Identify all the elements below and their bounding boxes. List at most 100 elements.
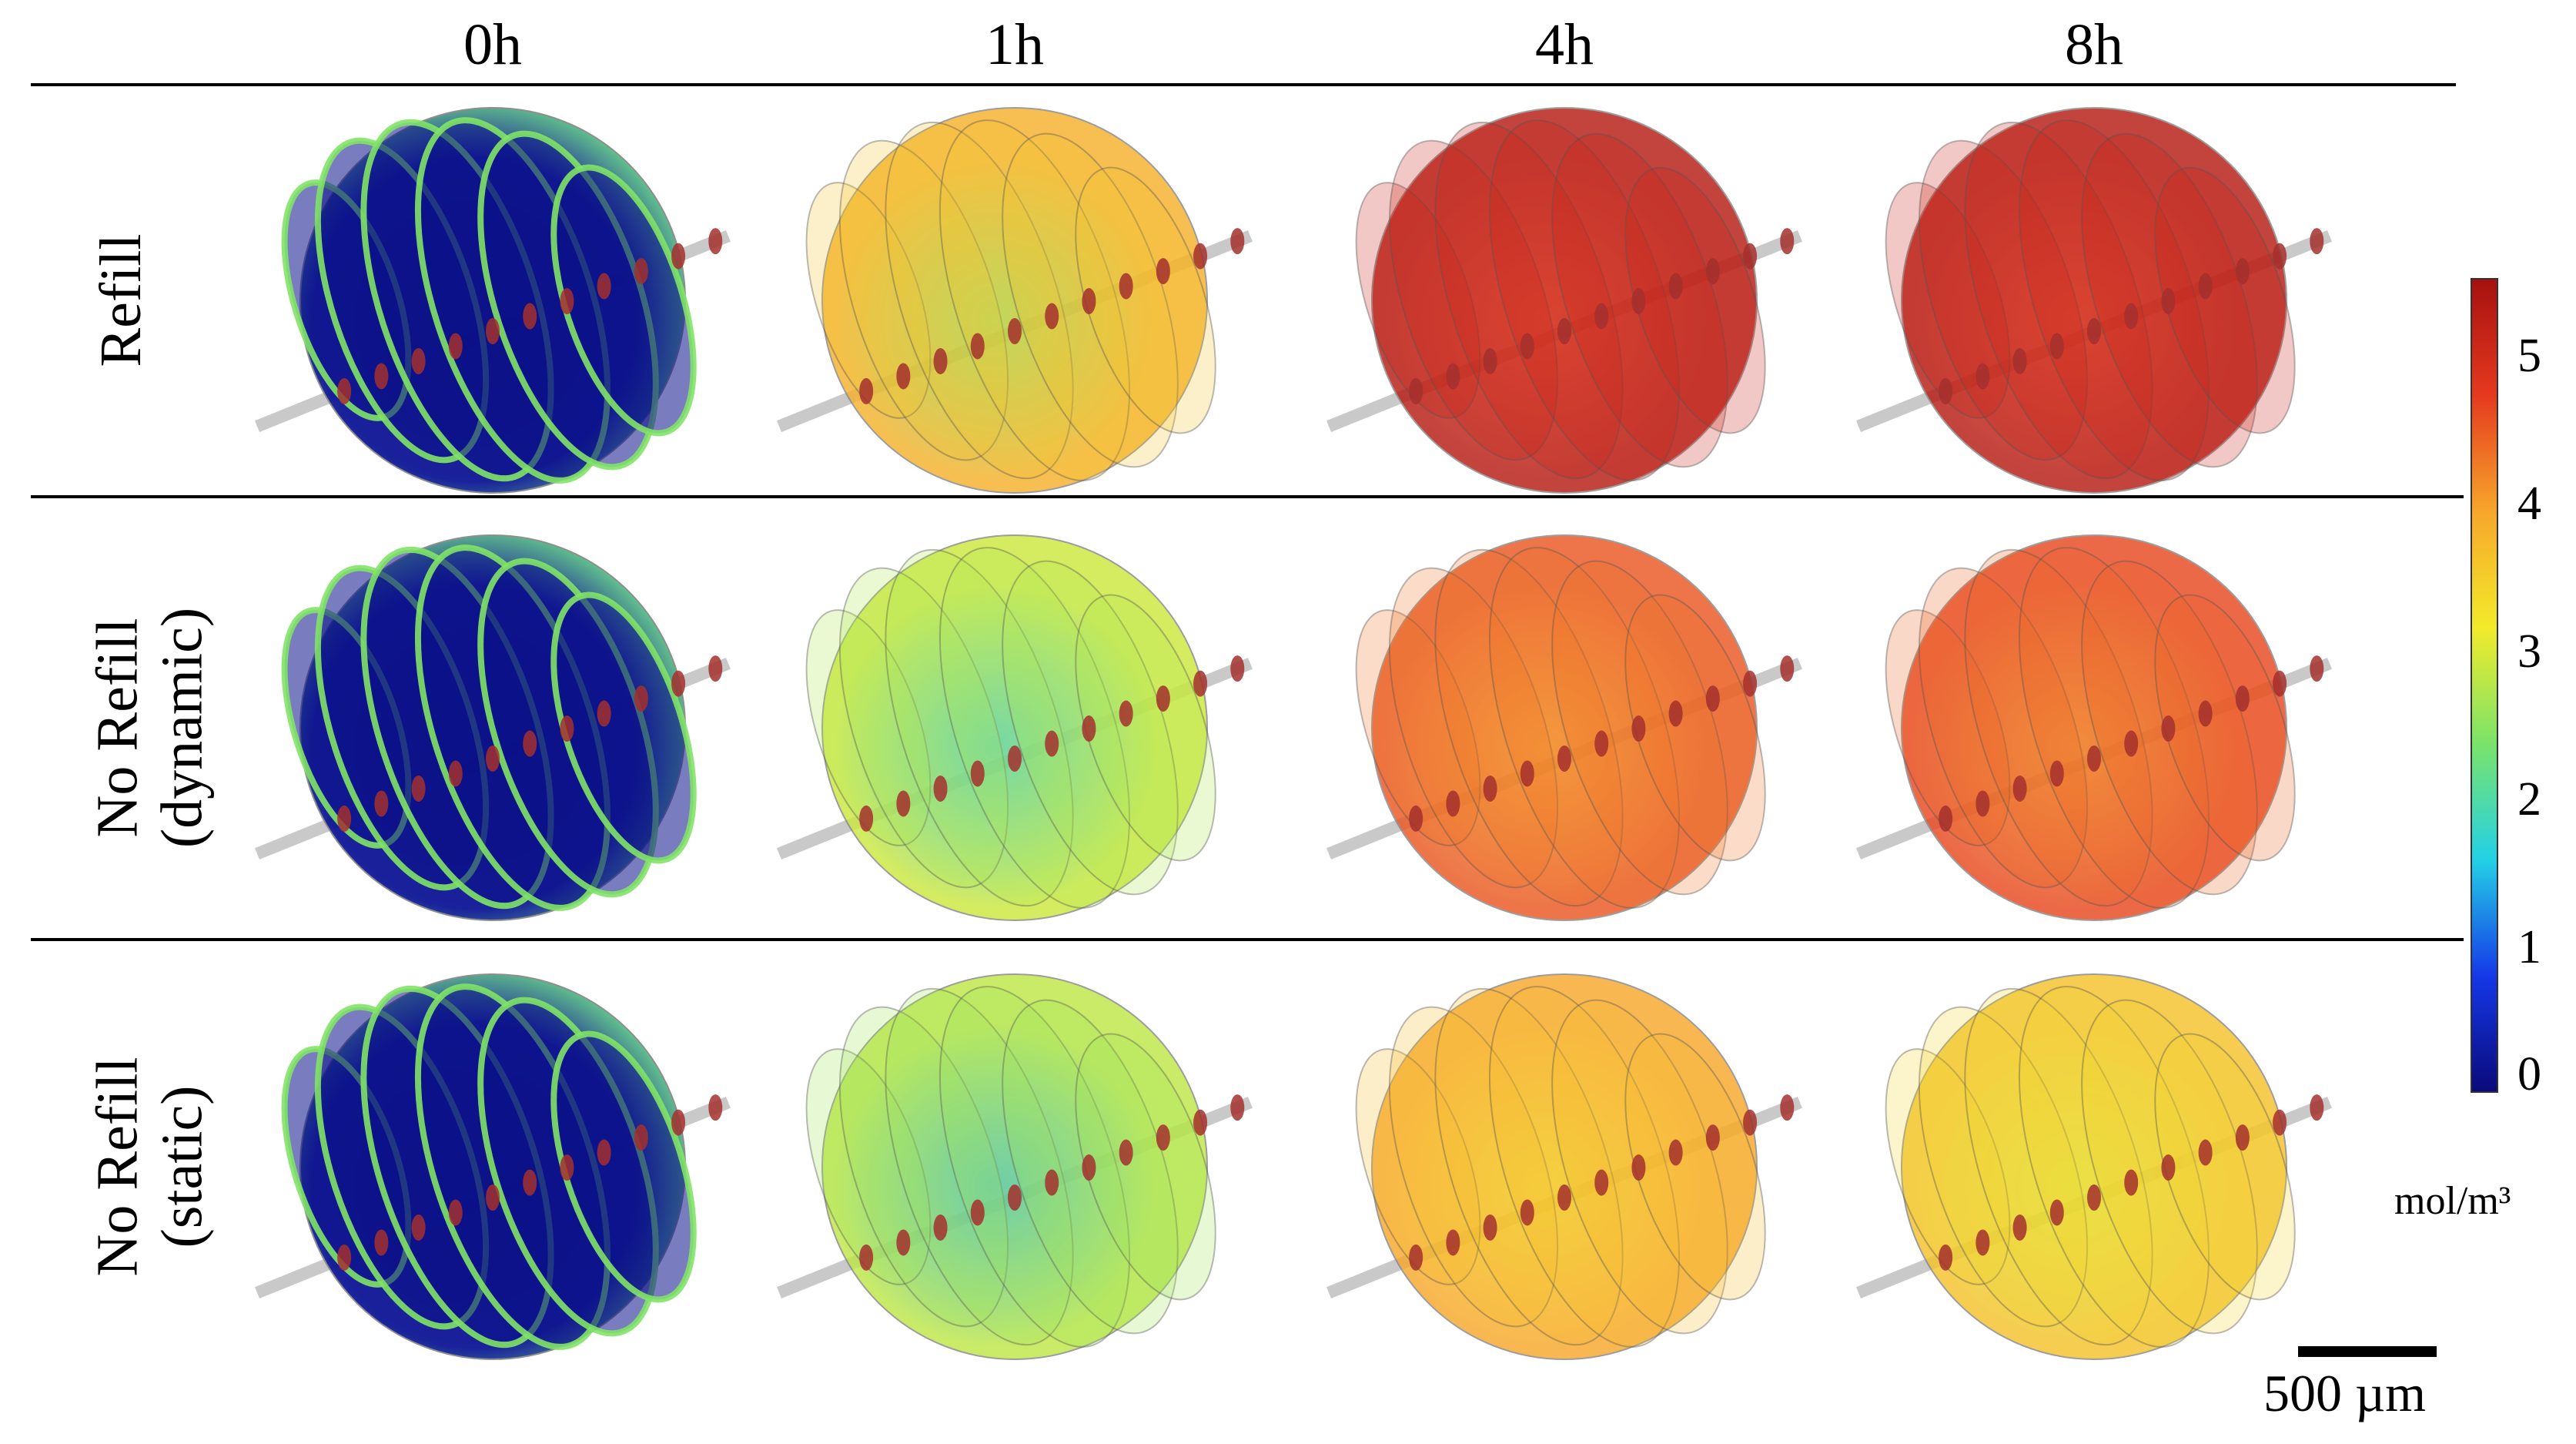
- needle-marker: [671, 1109, 686, 1136]
- slice-ring: [1075, 594, 1216, 862]
- sphere-refill-8h: [1856, 107, 2332, 494]
- needle-marker: [2087, 318, 2101, 344]
- needle-marker: [523, 1169, 537, 1196]
- slice-ring: [838, 139, 1009, 461]
- slice-ring: [2154, 594, 2296, 862]
- needle-marker: [486, 745, 500, 772]
- needle-marker: [1082, 1154, 1096, 1181]
- needle-marker: [1780, 228, 1795, 255]
- needle-marker: [2124, 1169, 2139, 1196]
- needle-marker: [337, 1244, 352, 1271]
- slice-ring: [838, 567, 1009, 889]
- sphere-body: [1371, 107, 1758, 494]
- needle-marker: [2161, 1154, 2176, 1181]
- needle-marker: [708, 228, 723, 255]
- sphere-static-0h: [255, 973, 731, 1360]
- needle-marker: [448, 333, 463, 360]
- needle-marker: [1193, 1109, 1208, 1136]
- needle-marker: [411, 347, 426, 374]
- needle-marker: [933, 1214, 948, 1241]
- needle-marker: [1008, 1184, 1022, 1211]
- slice-ring: [885, 548, 1074, 907]
- needle-marker: [2012, 347, 2027, 374]
- slice-ring: [1388, 139, 1559, 461]
- column-label-4h: 4h: [1535, 12, 1594, 77]
- needle-marker: [337, 805, 352, 832]
- scale-bar: [2298, 1346, 2437, 1357]
- needle-marker: [1939, 1244, 1953, 1271]
- needle-marker: [1705, 685, 1720, 712]
- needle-marker: [859, 377, 874, 404]
- row-label-static: No Refill (static): [85, 1057, 214, 1277]
- needle-marker: [1557, 1184, 1571, 1211]
- needle-marker: [523, 303, 537, 330]
- colorbar-unit: mol/m³: [2394, 1179, 2511, 1223]
- needle-marker: [1975, 1229, 1990, 1256]
- needle-marker: [1743, 670, 1758, 697]
- slice-ring: [938, 119, 1131, 481]
- needle-marker: [1520, 760, 1534, 787]
- slice-ring: [1355, 609, 1481, 846]
- needle-marker: [1409, 805, 1423, 832]
- needle-marker: [2087, 745, 2101, 772]
- needle-marker: [1230, 655, 1245, 682]
- sphere-refill-0h: [255, 107, 731, 494]
- sphere-static-4h: [1326, 973, 1802, 1360]
- needle-marker: [1668, 700, 1683, 727]
- needle-marker: [2235, 685, 2250, 712]
- sphere-refill-4h: [1326, 107, 1802, 494]
- needle-marker: [1631, 715, 1646, 742]
- needle-marker: [560, 1154, 574, 1181]
- slice-ring: [885, 987, 1074, 1346]
- needle-marker: [896, 790, 911, 817]
- needle-marker: [2161, 715, 2176, 742]
- needle-marker: [1008, 318, 1022, 344]
- slice-ring: [1488, 119, 1681, 481]
- sphere-body: [1901, 534, 2287, 921]
- slice-ring: [1624, 594, 1766, 862]
- needle-marker: [1082, 288, 1096, 315]
- needle-marker: [1705, 1124, 1720, 1151]
- needle-marker: [970, 1199, 985, 1226]
- sphere-body: [821, 534, 1208, 921]
- slice-ring: [2018, 986, 2210, 1348]
- needle-marker: [1631, 288, 1646, 315]
- needle-marker: [2235, 258, 2250, 285]
- slice-ring: [1885, 609, 2011, 846]
- needle-marker: [2087, 1184, 2101, 1211]
- needle-marker: [1668, 273, 1683, 300]
- needle-marker: [970, 333, 985, 360]
- needle-marker: [634, 258, 648, 285]
- sphere-dynamic-0h: [255, 534, 731, 921]
- needle-marker: [1008, 745, 1022, 772]
- needle-marker: [411, 775, 426, 802]
- needle-marker: [448, 1199, 463, 1226]
- colorbar-tick-5: 5: [2517, 330, 2541, 382]
- needle-marker: [560, 715, 574, 742]
- slice-ring: [2154, 1033, 2296, 1301]
- needle-marker: [1156, 685, 1170, 712]
- needle-marker: [1156, 258, 1170, 285]
- scale-bar-label: 500 µm: [2263, 1364, 2427, 1422]
- needle-marker: [1557, 745, 1571, 772]
- sphere-body: [1371, 973, 1758, 1360]
- slice-ring: [1918, 567, 2089, 889]
- needle-marker: [2310, 1094, 2324, 1121]
- slice-ring: [1918, 139, 2089, 461]
- slice-ring: [1434, 121, 1624, 480]
- slice-ring: [1488, 986, 1681, 1348]
- needle-marker: [1230, 228, 1245, 255]
- needle-marker: [2273, 670, 2287, 697]
- slice-ring: [1355, 182, 1481, 419]
- needle-marker: [1668, 1139, 1683, 1166]
- row-divider-1: [31, 495, 2464, 498]
- needle-marker: [2273, 243, 2287, 270]
- needle-marker: [1520, 1199, 1534, 1226]
- needle-marker: [1483, 775, 1497, 802]
- needle-marker: [597, 273, 611, 300]
- row-divider-2: [31, 938, 2464, 941]
- sphere-static-1h: [777, 973, 1253, 1360]
- needle-marker: [1045, 1169, 1059, 1196]
- slice-ring: [1075, 1033, 1216, 1301]
